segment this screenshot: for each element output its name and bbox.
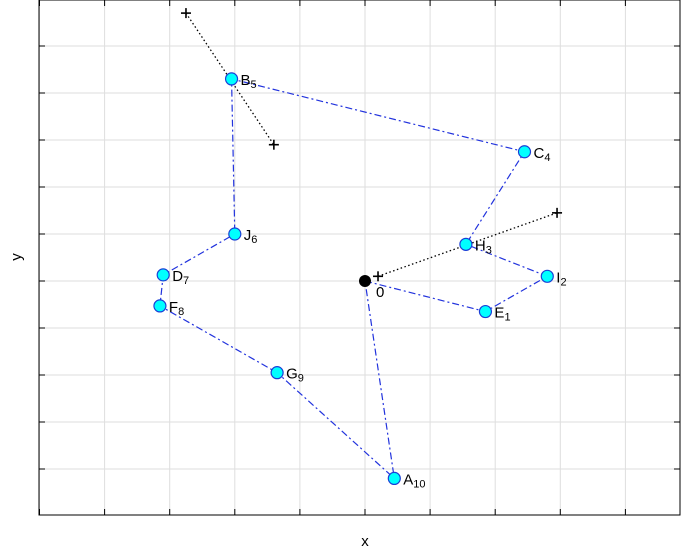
point-label-d: D7 [172, 268, 189, 287]
tour-line [159, 78, 549, 480]
point-a [387, 471, 401, 485]
plus-marker [373, 271, 384, 282]
origin-dot [359, 275, 371, 287]
point-label-h: H3 [475, 237, 492, 256]
dotted-lines [185, 12, 558, 277]
x-axis-label: x [361, 533, 369, 550]
axis-ticks [39, 0, 680, 515]
point-label-c: C4 [533, 145, 550, 164]
point-b [224, 72, 239, 86]
point-label-b: B5 [241, 72, 257, 91]
origin-point: 0 [359, 275, 384, 301]
points: A10 B5 C4 D7 E1 F8 G9 H3 I2 J6 [153, 72, 567, 490]
origin-label: 0 [376, 284, 384, 301]
point-label-f: F8 [169, 299, 184, 318]
point-h [459, 237, 473, 251]
y-axis-label: y [8, 253, 25, 261]
point-e [478, 304, 493, 319]
plot-frame [38, 0, 681, 516]
point-g [270, 366, 284, 380]
point-d [156, 268, 170, 282]
tour-path [159, 78, 549, 480]
point-i [540, 269, 554, 283]
plus-marker [268, 139, 279, 150]
point-label-i: I2 [556, 269, 566, 288]
point-c [517, 145, 532, 159]
point-label-g: G9 [286, 366, 304, 385]
plus-marker [180, 8, 191, 19]
point-j [228, 227, 242, 241]
point-label-e: E1 [494, 305, 510, 324]
point-label-j: J6 [244, 227, 258, 246]
plus-markers [180, 8, 563, 282]
grid [39, 0, 680, 515]
plus-marker [552, 207, 563, 218]
point-f [153, 299, 167, 313]
point-label-a: A10 [403, 471, 425, 490]
